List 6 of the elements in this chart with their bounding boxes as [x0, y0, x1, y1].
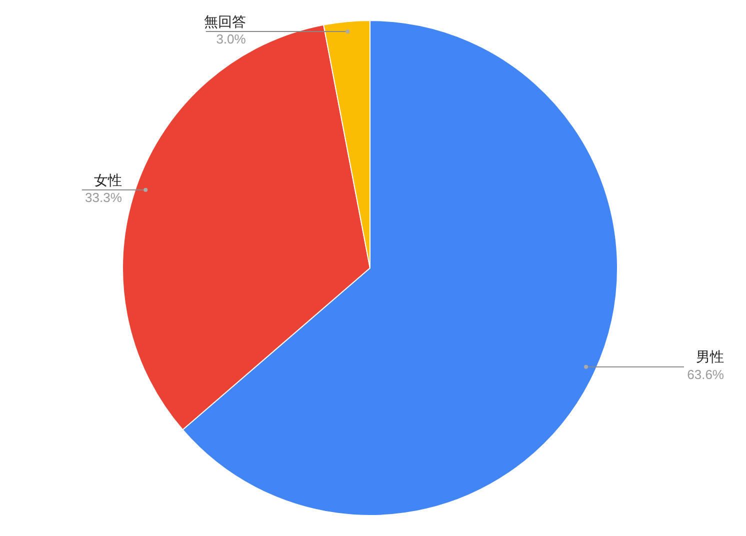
slice-label: 女性: [94, 172, 122, 188]
slice-label: 無回答: [204, 13, 246, 30]
slice-label: 男性: [696, 348, 724, 365]
data-label: 3.0%: [216, 32, 246, 47]
data-label: 63.6%: [687, 366, 724, 382]
data-label: 33.3%: [85, 190, 122, 205]
